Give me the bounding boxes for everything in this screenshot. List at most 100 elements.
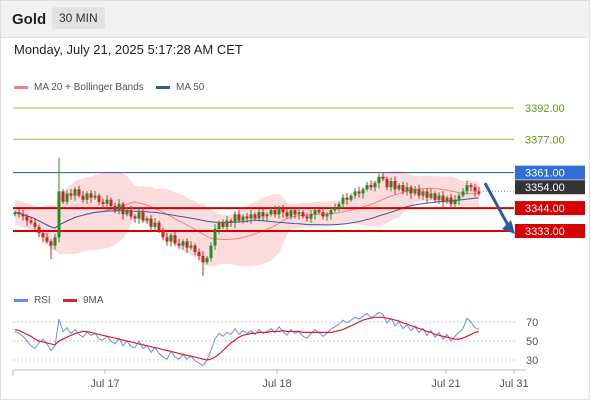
candle-body — [281, 208, 285, 213]
candle-body — [413, 189, 417, 194]
candle-body — [205, 258, 209, 263]
candle-body — [313, 210, 317, 215]
price-tag-bg-3344.00 — [515, 201, 585, 216]
rsi-tick-label: 50 — [526, 336, 538, 348]
candle-body — [373, 183, 377, 188]
legend-ma20-swatch — [14, 85, 28, 89]
candle-body — [69, 193, 73, 196]
candle-body — [253, 214, 257, 219]
candle-body — [185, 241, 189, 248]
candle-body — [389, 181, 393, 188]
candle-body — [77, 189, 81, 196]
candle-body — [225, 220, 229, 227]
candle-body — [49, 241, 53, 246]
candle-body — [105, 199, 109, 204]
candle-body — [329, 210, 333, 215]
candle-body — [29, 220, 33, 223]
candle-body — [17, 212, 21, 215]
candle-body — [477, 191, 481, 194]
candle-body — [409, 187, 413, 194]
legend-ma20-label: MA 20 + Bollinger Bands — [34, 82, 144, 93]
candle-body — [269, 210, 273, 215]
candle-body — [129, 210, 133, 217]
rsi-9ma-line — [14, 316, 480, 361]
candle-body — [197, 251, 201, 256]
candle-body — [301, 212, 305, 217]
candle-body — [141, 212, 145, 221]
candle-body — [337, 203, 341, 209]
candle-body — [25, 216, 29, 221]
candle-body — [153, 222, 157, 227]
candle-body — [321, 212, 325, 217]
candle-body — [81, 195, 85, 200]
candle-body — [417, 189, 421, 196]
candle-body — [149, 218, 153, 227]
candle-body — [113, 206, 117, 211]
x-axis-label: Jul 18 — [262, 378, 291, 390]
candle-body — [397, 185, 401, 190]
candle-body — [85, 193, 89, 200]
candle-body — [297, 212, 301, 215]
candle-body — [249, 214, 253, 219]
candle-body — [473, 187, 477, 192]
candle-body — [89, 193, 93, 198]
candle-body — [233, 214, 237, 223]
candle-body — [73, 189, 77, 196]
candle-body — [61, 191, 65, 202]
candle-body — [125, 210, 129, 215]
candle-body — [229, 220, 233, 223]
candle-body — [361, 189, 365, 194]
candle-body — [13, 212, 17, 215]
candle-body — [193, 245, 197, 252]
price-tag-bg-3333.00 — [515, 224, 585, 238]
rsi-line — [14, 311, 480, 367]
price-tag-3333.00: 3333.00 — [525, 226, 565, 238]
candle-body — [45, 237, 49, 242]
candle-body — [309, 214, 313, 219]
timestamp-label: Monday, July 21, 2025 5:17:28 AM CET — [14, 42, 243, 57]
candle-body — [465, 185, 469, 192]
candle-body — [277, 208, 281, 215]
candle-body — [173, 235, 177, 244]
candle-body — [317, 210, 321, 213]
candle-body — [441, 195, 445, 202]
candle-body — [41, 233, 45, 238]
candle-body — [133, 216, 137, 219]
forecast-arrow-head — [502, 220, 515, 234]
legend-rsi: RSI — [14, 295, 51, 306]
legend-rsi-label: RSI — [34, 295, 51, 306]
candle-body — [445, 197, 449, 202]
header-bar: Gold 30 MIN — [1, 1, 589, 38]
candle-body — [209, 245, 213, 259]
candle-body — [293, 210, 297, 215]
candle-body — [381, 176, 385, 179]
candle-body — [109, 199, 113, 206]
candle-body — [457, 195, 461, 200]
rsi-tick-label: 30 — [526, 355, 538, 367]
x-axis-label: Jul 21 — [431, 378, 460, 390]
forecast-arrow-shaft — [483, 182, 511, 228]
candle-body — [137, 212, 141, 219]
candle-body — [425, 191, 429, 198]
candle-body — [101, 201, 105, 204]
candle-body — [265, 214, 269, 217]
candle-body — [377, 176, 381, 184]
candle-body — [237, 214, 241, 221]
legend-ma20: MA 20 + Bollinger Bands — [14, 82, 144, 93]
candle-body — [261, 212, 265, 217]
candle-body — [357, 191, 361, 194]
rsi-tick-label: 70 — [526, 317, 538, 329]
candle-body — [169, 235, 173, 242]
timeframe-button[interactable]: 30 MIN — [52, 7, 105, 29]
candle-body — [341, 197, 345, 204]
candle-body — [449, 197, 453, 204]
legend-ma50-swatch — [156, 85, 170, 89]
legend-9ma: 9MA — [63, 295, 104, 306]
candle-body — [21, 214, 25, 217]
candle-body — [33, 222, 37, 227]
candle-body — [469, 185, 473, 188]
candle-body — [117, 203, 121, 211]
candle-body — [285, 212, 289, 217]
